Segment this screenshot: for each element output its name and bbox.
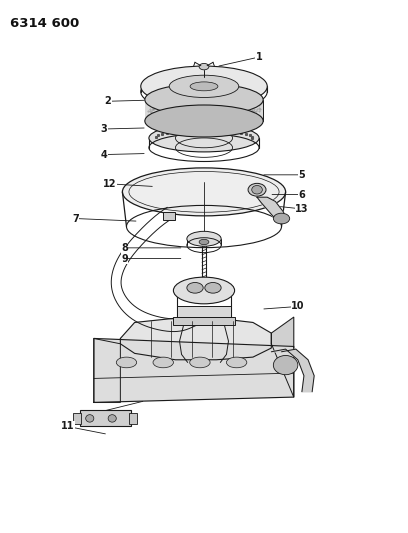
Ellipse shape xyxy=(173,277,235,304)
Text: 10: 10 xyxy=(291,302,305,311)
Ellipse shape xyxy=(199,63,209,70)
Polygon shape xyxy=(271,317,294,397)
Bar xyxy=(129,413,137,424)
Ellipse shape xyxy=(248,183,266,196)
Bar xyxy=(80,410,131,426)
Ellipse shape xyxy=(149,124,259,152)
Ellipse shape xyxy=(153,357,173,368)
Ellipse shape xyxy=(122,168,286,216)
Ellipse shape xyxy=(187,231,221,246)
Ellipse shape xyxy=(190,82,218,91)
Text: 4: 4 xyxy=(101,150,107,159)
Bar xyxy=(163,212,175,220)
Bar xyxy=(145,100,263,121)
Bar xyxy=(177,306,231,317)
Ellipse shape xyxy=(145,105,263,137)
Polygon shape xyxy=(257,197,286,221)
Text: 2: 2 xyxy=(105,96,111,106)
Bar xyxy=(173,317,235,325)
Bar xyxy=(73,413,81,424)
Text: 5: 5 xyxy=(299,170,305,180)
Ellipse shape xyxy=(86,415,94,422)
Polygon shape xyxy=(271,349,314,392)
Text: 8: 8 xyxy=(121,243,128,253)
Text: 6314 600: 6314 600 xyxy=(10,17,80,30)
Text: 3: 3 xyxy=(101,124,107,134)
Text: 12: 12 xyxy=(103,179,117,189)
Polygon shape xyxy=(94,338,120,402)
Text: 1: 1 xyxy=(256,52,262,62)
Ellipse shape xyxy=(187,282,203,293)
Text: 7: 7 xyxy=(72,214,79,223)
Ellipse shape xyxy=(205,282,221,293)
Text: 11: 11 xyxy=(60,422,74,431)
Ellipse shape xyxy=(273,213,290,224)
Ellipse shape xyxy=(273,356,298,375)
Polygon shape xyxy=(94,338,294,402)
Text: 9: 9 xyxy=(121,254,128,263)
Ellipse shape xyxy=(199,239,209,245)
Ellipse shape xyxy=(190,357,210,368)
Text: 13: 13 xyxy=(295,204,309,214)
Ellipse shape xyxy=(108,415,116,422)
Ellipse shape xyxy=(116,357,137,368)
Ellipse shape xyxy=(141,66,267,107)
Text: 6: 6 xyxy=(299,190,305,199)
Ellipse shape xyxy=(252,185,262,194)
Polygon shape xyxy=(120,318,271,360)
Ellipse shape xyxy=(226,357,247,368)
Ellipse shape xyxy=(145,84,263,116)
Ellipse shape xyxy=(169,75,239,98)
